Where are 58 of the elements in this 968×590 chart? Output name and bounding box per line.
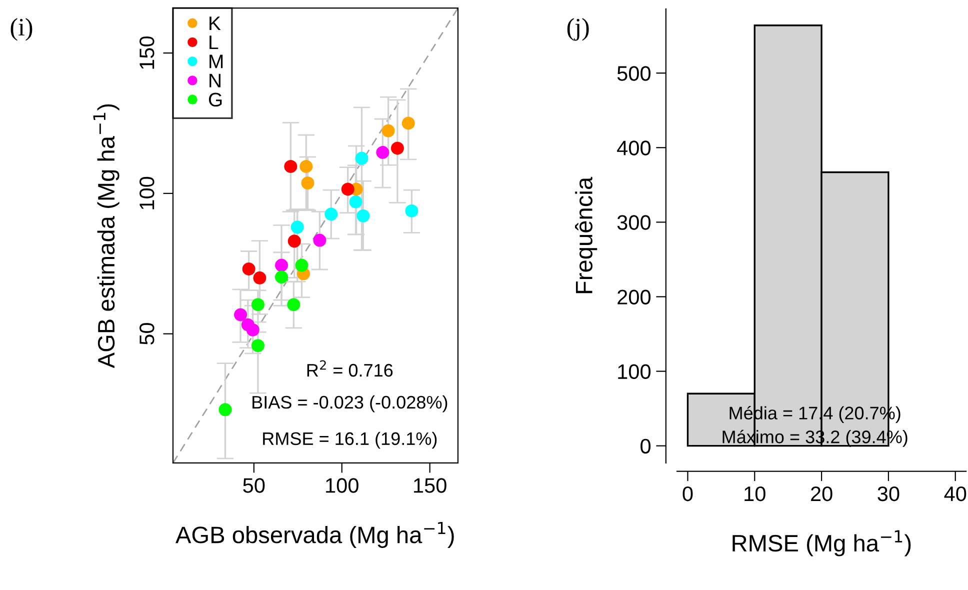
point: [218, 403, 232, 416]
x-tick-label: 150: [414, 478, 446, 493]
legend-label: K: [210, 16, 221, 30]
legend-label: M: [210, 54, 223, 68]
point: [251, 298, 264, 312]
point: [341, 182, 354, 196]
y-tick-label: 50: [140, 323, 154, 345]
y-tick-label: 500: [617, 66, 651, 81]
point: [234, 308, 248, 322]
x-axis-title: RMSE (Mg ha$^{−1}$): [732, 530, 911, 556]
point: [390, 142, 404, 155]
x-tick-label: 10: [744, 486, 766, 502]
point: [275, 258, 288, 272]
legend-label: N: [210, 74, 220, 88]
x-axis-title: AGB observada (Mg ha$^{−1}$): [176, 522, 454, 548]
annotation: BIAS = -0.023 (-0.028%): [252, 395, 448, 412]
y-tick-label: 0: [640, 438, 651, 454]
point: [300, 160, 313, 173]
x-tick-label: 30: [878, 486, 900, 502]
y-tick-label: 100: [140, 176, 154, 210]
point: [295, 258, 308, 272]
y-axis-title: Frequência: [575, 176, 598, 294]
point: [288, 234, 301, 248]
x-tick-label: 100: [326, 478, 358, 493]
annotation: R$^{2}$ = 0.716: [307, 360, 393, 377]
y-tick-label: 300: [617, 215, 651, 230]
point: [287, 298, 300, 312]
point: [376, 146, 390, 159]
chart-title: (j): [567, 18, 589, 41]
y-tick-label: 150: [140, 36, 154, 69]
point: [284, 160, 298, 173]
annotation: RMSE = 16.1 (19.1%): [263, 432, 437, 449]
point: [290, 220, 304, 234]
point: [313, 234, 326, 247]
x-tick-label: 40: [944, 486, 966, 502]
point: [405, 204, 418, 218]
point: [382, 124, 395, 138]
point: [349, 195, 362, 208]
legend-label: L: [210, 36, 218, 50]
point: [275, 270, 288, 284]
chart-title: (i): [10, 18, 32, 41]
x-tick-label: 0: [682, 486, 693, 502]
point: [324, 208, 338, 221]
point: [242, 262, 256, 276]
point: [246, 323, 260, 336]
y-axis-title: AGB estimada (Mg ha$^{−1}$): [93, 104, 120, 368]
point: [253, 271, 266, 284]
point: [251, 339, 264, 352]
point: [301, 176, 314, 190]
point: [355, 152, 368, 165]
y-tick-label: 100: [618, 364, 651, 380]
y-tick-label: 200: [618, 290, 651, 304]
y-tick-label: 400: [617, 140, 651, 156]
point: [402, 116, 415, 130]
x-tick-label: 20: [811, 486, 832, 502]
x-tick-label: 50: [243, 478, 265, 493]
point: [356, 209, 370, 222]
legend-label: G: [208, 92, 222, 107]
